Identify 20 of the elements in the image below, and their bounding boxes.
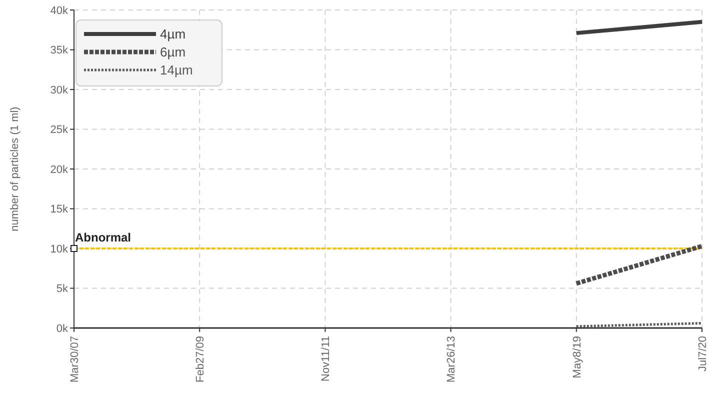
y-axis-title: number of particles (1 ml)	[9, 106, 21, 232]
x-tick-label: Jul7/20	[696, 336, 709, 372]
x-tick-label: Mar30/07	[68, 336, 81, 382]
y-tick-label: 30k	[50, 84, 68, 96]
y-tick-label: 25k	[50, 124, 68, 136]
text: 4µm	[160, 26, 186, 42]
x-tick-label: May8/19	[571, 336, 584, 378]
text: 6µm	[160, 44, 186, 60]
y-tick-label: 10k	[50, 243, 68, 256]
y-tick-label: 5k	[56, 283, 68, 296]
y-tick-label: 20k	[50, 164, 68, 176]
y-tick-label: 35k	[50, 44, 68, 57]
ref-line-label: Abnormal	[75, 230, 132, 244]
x-tick-label: Nov11/11	[320, 336, 332, 382]
text: 14µm	[160, 62, 193, 78]
x-tick-label: Feb27/09	[194, 336, 206, 382]
y-tick-label: 0k	[56, 322, 68, 335]
x-tick-label: Mar26/13	[446, 336, 458, 382]
y-tick-label: 40k	[50, 4, 68, 17]
y-tick-label: 15k	[50, 204, 68, 216]
